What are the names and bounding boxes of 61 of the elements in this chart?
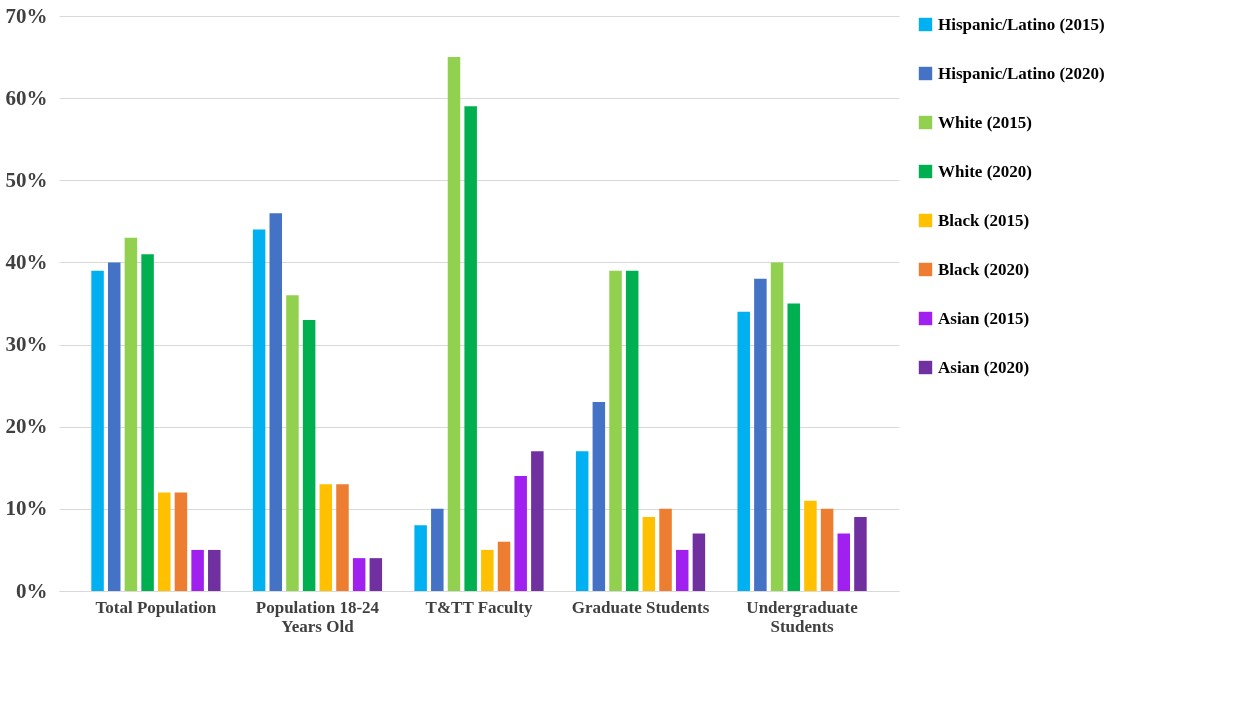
y-tick-label: 60%	[5, 85, 48, 110]
bar	[770, 262, 784, 591]
y-tick-label: 50%	[5, 167, 48, 192]
x-tick-label: T&TT Faculty	[425, 597, 533, 617]
bar	[158, 492, 171, 591]
bar	[464, 106, 477, 591]
legend-label: Black (2020)	[938, 259, 1030, 279]
bar	[804, 500, 817, 591]
bar	[141, 254, 154, 591]
x-tick-label: Population 18-24 Years Old	[255, 597, 380, 636]
legend-label: White (2020)	[938, 161, 1032, 181]
bar	[369, 558, 383, 591]
bar	[302, 319, 316, 591]
bar	[286, 295, 299, 591]
bar	[124, 237, 138, 591]
legend-label: Black (2015)	[938, 210, 1030, 230]
bar	[692, 533, 706, 591]
bar	[787, 303, 800, 591]
bar	[609, 270, 622, 591]
bar	[269, 213, 283, 591]
x-tick-label: Undergraduate Students	[746, 597, 859, 636]
bar	[531, 451, 544, 591]
bar	[352, 558, 366, 591]
y-tick-label: 10%	[5, 496, 48, 521]
bar	[497, 541, 511, 591]
y-tick-label: 30%	[5, 332, 48, 357]
bar	[336, 484, 349, 591]
legend-label: White (2015)	[938, 112, 1032, 132]
bar	[642, 517, 656, 591]
bar	[754, 278, 767, 591]
y-tick-label: 0%	[16, 578, 48, 603]
bar	[659, 508, 672, 591]
bar	[575, 451, 589, 591]
bar	[414, 525, 427, 591]
bar	[191, 549, 204, 591]
bar	[625, 270, 639, 591]
bar	[592, 402, 606, 591]
legend-label: Asian (2020)	[938, 357, 1030, 377]
bar	[107, 262, 121, 591]
bar	[820, 508, 834, 591]
y-tick-label: 70%	[5, 3, 48, 28]
bar	[737, 311, 750, 591]
bar	[431, 508, 444, 591]
bar	[252, 229, 266, 591]
legend-label: Hispanic/Latino (2015)	[938, 14, 1105, 34]
bar	[854, 517, 867, 591]
legend-label: Hispanic/Latino (2020)	[938, 63, 1105, 83]
bar	[174, 492, 188, 591]
x-tick-label: Graduate Students	[571, 597, 710, 617]
y-tick-label: 40%	[5, 249, 48, 274]
bar	[675, 549, 689, 591]
bar	[447, 57, 461, 591]
bar	[91, 270, 104, 591]
x-tick-label: Total Population	[95, 597, 217, 617]
bar	[514, 476, 527, 591]
y-tick-label: 20%	[5, 414, 48, 439]
bar	[208, 549, 221, 591]
legend-label: Asian (2015)	[938, 308, 1030, 328]
bar	[481, 549, 494, 591]
bar	[837, 533, 851, 591]
bar	[319, 484, 333, 591]
